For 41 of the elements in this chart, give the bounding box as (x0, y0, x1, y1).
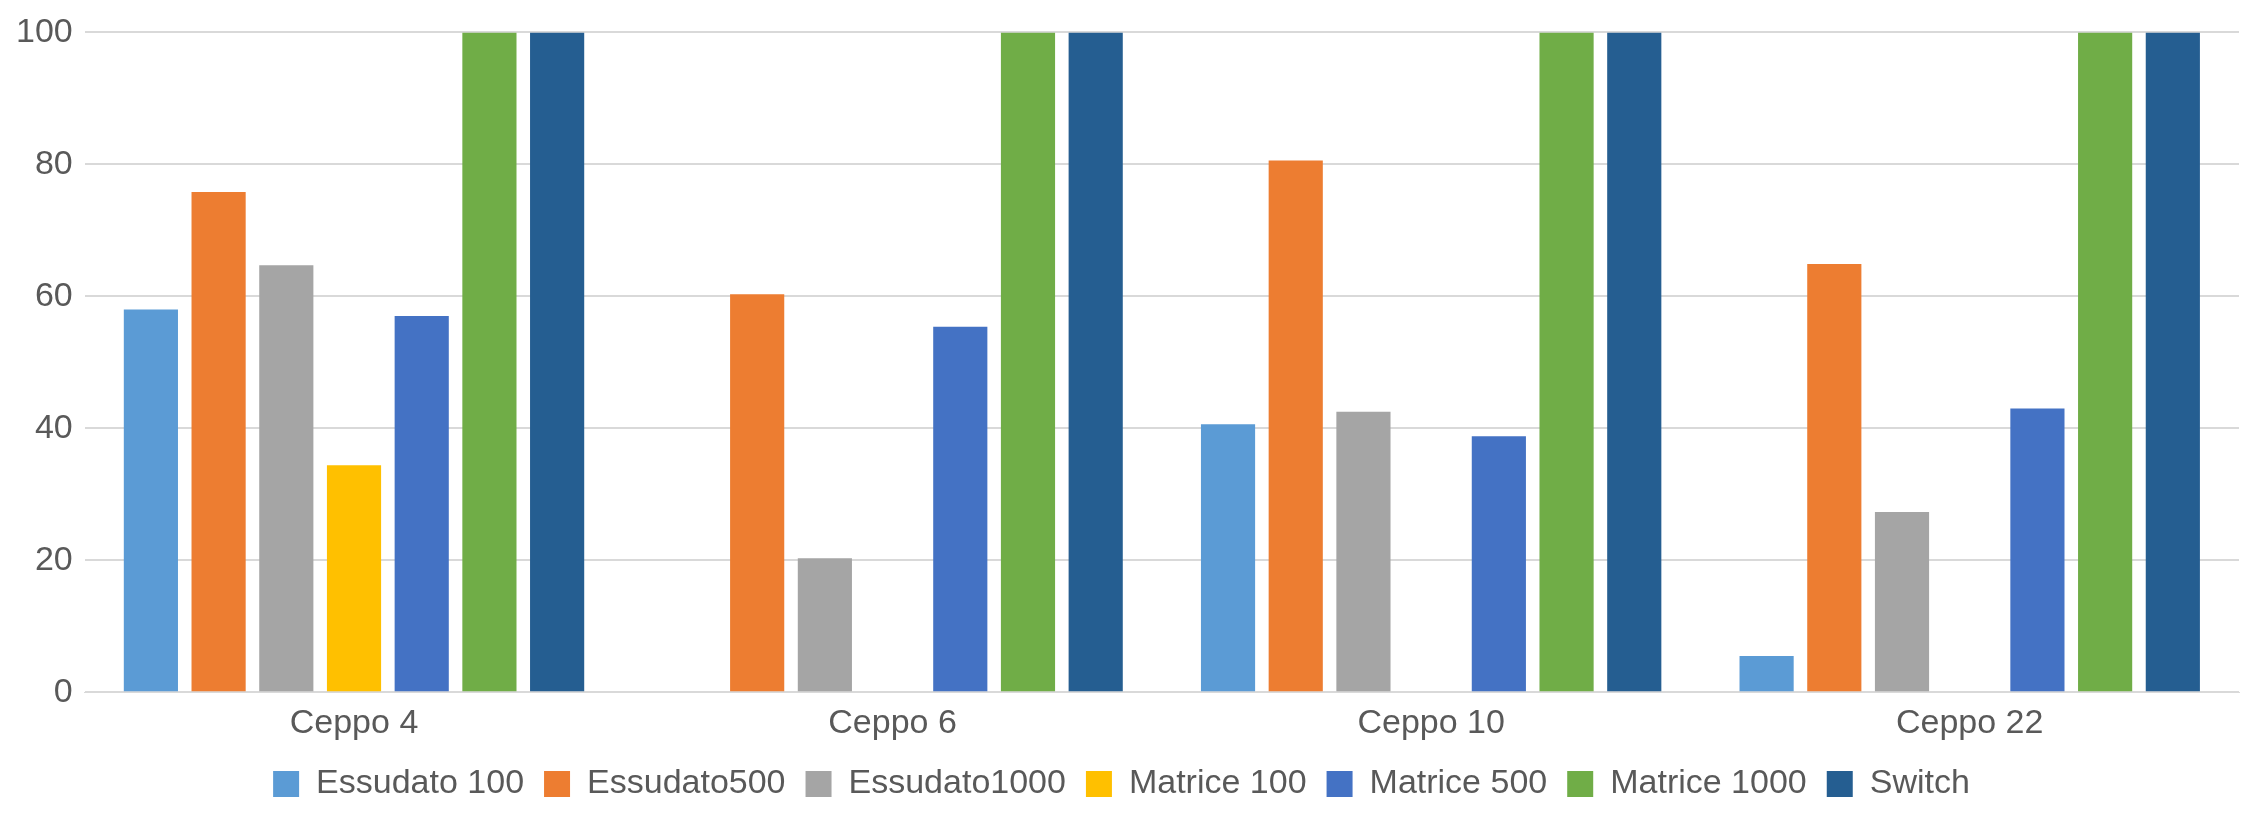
y-tick-label: 20 (34, 538, 73, 577)
legend-label: Essudato1000 (848, 762, 1066, 801)
y-tick-label: 100 (15, 10, 73, 49)
legend-label: Matrice 100 (1128, 762, 1307, 801)
bar (1336, 411, 1391, 692)
bar (1068, 32, 1123, 692)
y-tick-label: 60 (34, 274, 73, 313)
x-tick-label: Ceppo 4 (289, 701, 419, 740)
bar (191, 192, 246, 692)
bar (1739, 655, 1794, 692)
bar (2145, 32, 2200, 692)
bar (462, 32, 517, 692)
bar (2010, 408, 2065, 692)
bar (933, 326, 988, 692)
x-tick-label: Ceppo 6 (828, 701, 957, 740)
x-tick-label: Ceppo 10 (1357, 701, 1505, 740)
y-tick-label: 0 (53, 670, 73, 709)
bar (1268, 160, 1323, 692)
y-tick-label: 40 (34, 406, 73, 445)
bar (123, 309, 178, 692)
bar (326, 465, 382, 692)
bar (259, 265, 314, 692)
bar (2078, 32, 2133, 692)
legend-label: Essudato 100 (316, 762, 525, 801)
bar (1807, 263, 1862, 692)
bar (530, 32, 585, 692)
bar (394, 316, 449, 692)
y-tick-label: 80 (34, 142, 73, 181)
legend-label: Matrice 1000 (1610, 762, 1807, 801)
bar (797, 558, 852, 692)
bar (1471, 436, 1526, 692)
legend-label: Matrice 500 (1369, 762, 1548, 801)
legend-label: Essudato500 (587, 762, 786, 801)
bar (1874, 512, 1930, 692)
bar (1000, 32, 1056, 692)
legend-label: Switch (1869, 762, 1970, 801)
bar (730, 294, 785, 692)
bar (1200, 424, 1256, 692)
bar (1539, 32, 1594, 692)
x-tick-label: Ceppo 22 (1895, 701, 2044, 740)
bar (1607, 32, 1662, 692)
